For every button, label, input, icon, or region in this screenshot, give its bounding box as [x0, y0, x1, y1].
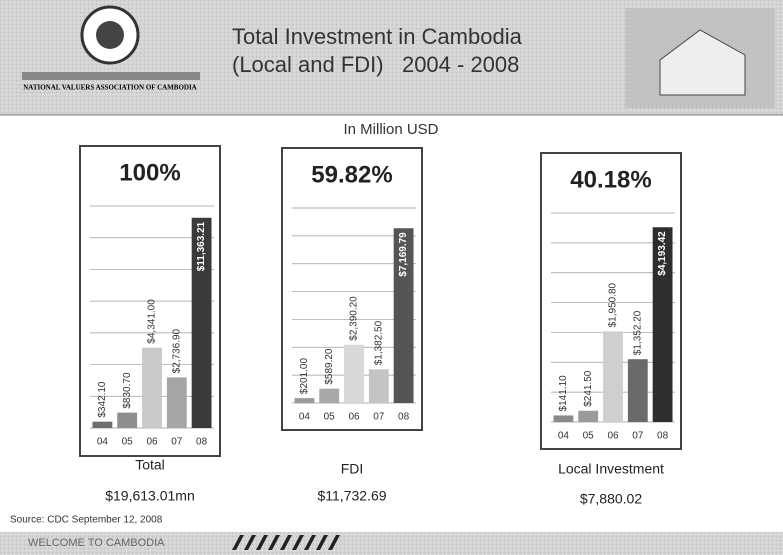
- value-label: $11,363.21: [196, 221, 207, 271]
- value-label: $1,352.20: [632, 310, 643, 355]
- bar: [652, 227, 673, 422]
- bar: [142, 347, 162, 428]
- bar: [92, 421, 113, 428]
- value-label: $2,736.90: [171, 328, 182, 373]
- chart-label: Total: [135, 457, 165, 473]
- unit-note: In Million USD: [343, 121, 438, 138]
- x-tick-label: 05: [122, 437, 134, 448]
- x-tick-label: 07: [632, 431, 644, 442]
- value-label: $141.10: [558, 375, 569, 412]
- chart-label: Local Investment: [558, 461, 664, 477]
- value-label: $830.70: [122, 372, 133, 409]
- bar: [294, 398, 315, 403]
- value-label: $4,341.00: [147, 299, 158, 344]
- value-label: $1,950.80: [608, 282, 619, 327]
- bar: [578, 410, 599, 422]
- value-label: $7,169.79: [398, 232, 409, 277]
- slash-pattern: [232, 535, 340, 550]
- bar: [191, 217, 212, 428]
- value-label: $342.10: [97, 381, 108, 418]
- x-tick-label: 08: [196, 437, 208, 448]
- bar: [344, 344, 364, 403]
- x-tick-label: 06: [348, 412, 360, 423]
- x-tick-label: 06: [146, 437, 158, 448]
- bar: [393, 228, 414, 403]
- bar: [603, 331, 623, 422]
- x-tick-label: 05: [324, 412, 336, 423]
- footer-text: WELCOME TO CAMBODIA: [28, 537, 165, 549]
- x-tick-label: 04: [97, 437, 109, 448]
- bar: [319, 388, 340, 403]
- value-label: $201.00: [299, 358, 310, 395]
- chart-sum: $19,613.01mn: [105, 488, 195, 504]
- chart-sum: $7,880.02: [580, 491, 642, 507]
- bar: [368, 369, 389, 403]
- chart-percent: 59.82%: [311, 161, 392, 188]
- x-tick-label: 06: [607, 431, 619, 442]
- house-icon: [659, 29, 746, 96]
- value-label: $241.50: [583, 370, 594, 407]
- bar: [166, 377, 187, 428]
- title: Total Investment in Cambodia: [232, 24, 523, 49]
- source: Source: CDC September 12, 2008: [10, 515, 163, 526]
- value-label: $2,390.20: [349, 296, 360, 341]
- x-tick-label: 05: [583, 431, 595, 442]
- chart-percent: 100%: [119, 159, 180, 186]
- footer-band: [0, 532, 783, 555]
- x-tick-label: 04: [558, 431, 570, 442]
- x-tick-label: 07: [373, 412, 385, 423]
- chart-percent: 40.18%: [570, 166, 651, 193]
- khmer-script: [22, 72, 200, 80]
- x-tick-label: 08: [398, 412, 410, 423]
- x-tick-label: 08: [657, 431, 669, 442]
- org-name: NATIONAL VALUERS ASSOCIATION OF CAMBODIA: [23, 84, 196, 92]
- bar: [553, 415, 574, 422]
- logo-core: [96, 21, 124, 49]
- x-tick-label: 07: [171, 437, 183, 448]
- bar: [117, 412, 138, 428]
- chart-label: FDI: [341, 461, 364, 477]
- x-tick-label: 04: [299, 412, 311, 423]
- title: (Local and FDI) 2004 - 2008: [232, 52, 519, 77]
- value-label: $1,382.50: [373, 320, 384, 365]
- value-label: $589.20: [324, 348, 335, 385]
- value-label: $4,193.42: [657, 231, 668, 276]
- chart-sum: $11,732.69: [317, 488, 386, 504]
- bar: [627, 359, 648, 422]
